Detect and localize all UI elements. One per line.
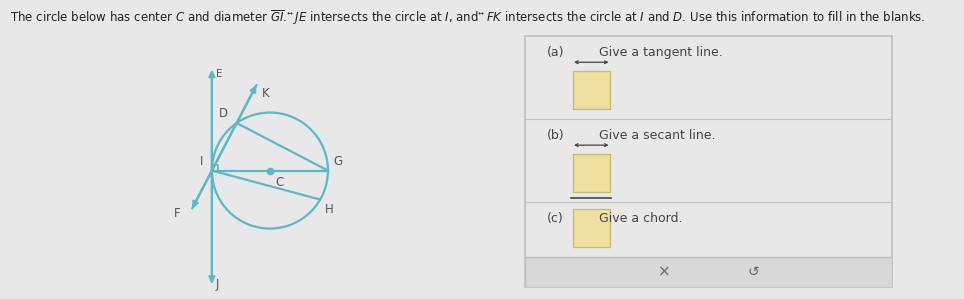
Text: K: K <box>262 87 270 100</box>
Text: E: E <box>216 69 223 80</box>
Text: Give a tangent line.: Give a tangent line. <box>599 46 722 59</box>
Text: G: G <box>334 155 342 168</box>
Text: $\circlearrowleft$: $\circlearrowleft$ <box>745 265 761 279</box>
Text: H: H <box>325 203 335 216</box>
Text: C: C <box>275 176 283 189</box>
Text: Give a secant line.: Give a secant line. <box>599 129 715 142</box>
Text: (b): (b) <box>548 129 565 142</box>
Bar <box>573 154 609 192</box>
Text: I: I <box>201 155 203 168</box>
Text: D: D <box>219 107 228 120</box>
Bar <box>573 209 609 247</box>
Text: ×: × <box>658 265 671 280</box>
Text: F: F <box>174 207 180 219</box>
Text: The circle below has center $C$ and diameter $\overline{GI}$. $\overleftrightarr: The circle below has center $C$ and diam… <box>10 8 925 28</box>
Text: J: J <box>216 278 220 291</box>
Text: (a): (a) <box>548 46 565 59</box>
Bar <box>525 257 892 287</box>
Bar <box>573 71 609 109</box>
Text: (c): (c) <box>548 212 564 225</box>
Text: Give a chord.: Give a chord. <box>599 212 683 225</box>
